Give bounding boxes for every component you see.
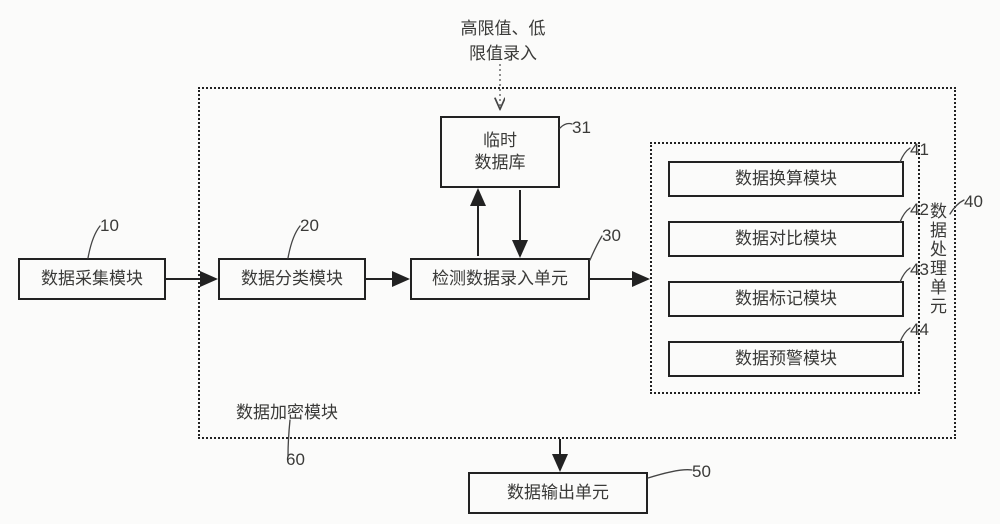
node-label: 数据分类模块: [241, 268, 343, 290]
node-data-classify: 数据分类模块: [218, 258, 366, 300]
ref-41: 41: [910, 140, 929, 160]
node-label-line1: 临时: [475, 130, 526, 152]
node-label: 数据预警模块: [735, 348, 837, 370]
ref-43: 43: [910, 260, 929, 280]
node-convert: 数据换算模块: [668, 161, 904, 197]
ref-31: 31: [572, 118, 591, 138]
node-output: 数据输出单元: [468, 472, 648, 514]
ref-30: 30: [602, 226, 621, 246]
ref-10: 10: [100, 216, 119, 236]
node-label: 数据对比模块: [735, 228, 837, 250]
ref-20: 20: [300, 216, 319, 236]
node-label: 数据输出单元: [507, 482, 609, 504]
encrypt-label: 数据加密模块: [236, 398, 338, 423]
top-label-line1: 高限值、低: [448, 14, 558, 39]
top-label-line2: 限值录入: [448, 39, 558, 64]
node-temp-db: 临时 数据库: [440, 116, 560, 188]
top-input-label: 高限值、低 限值录入: [448, 14, 558, 64]
node-data-entry: 检测数据录入单元: [410, 258, 590, 300]
node-label-line2: 数据库: [475, 152, 526, 174]
node-label: 数据标记模块: [735, 288, 837, 310]
node-label: 检测数据录入单元: [432, 268, 568, 290]
node-label: 数据换算模块: [735, 168, 837, 190]
processing-vlabel-text: 数据处理单元: [927, 202, 946, 316]
ref-40: 40: [964, 192, 983, 212]
ref-60: 60: [286, 450, 305, 470]
node-alert: 数据预警模块: [668, 341, 904, 377]
ref-42: 42: [910, 200, 929, 220]
encrypt-label-text: 数据加密模块: [236, 403, 338, 422]
ref-44: 44: [910, 320, 929, 340]
node-compare: 数据对比模块: [668, 221, 904, 257]
node-label: 数据采集模块: [41, 268, 143, 290]
node-data-collect: 数据采集模块: [18, 258, 166, 300]
ref-50: 50: [692, 462, 711, 482]
node-mark: 数据标记模块: [668, 281, 904, 317]
